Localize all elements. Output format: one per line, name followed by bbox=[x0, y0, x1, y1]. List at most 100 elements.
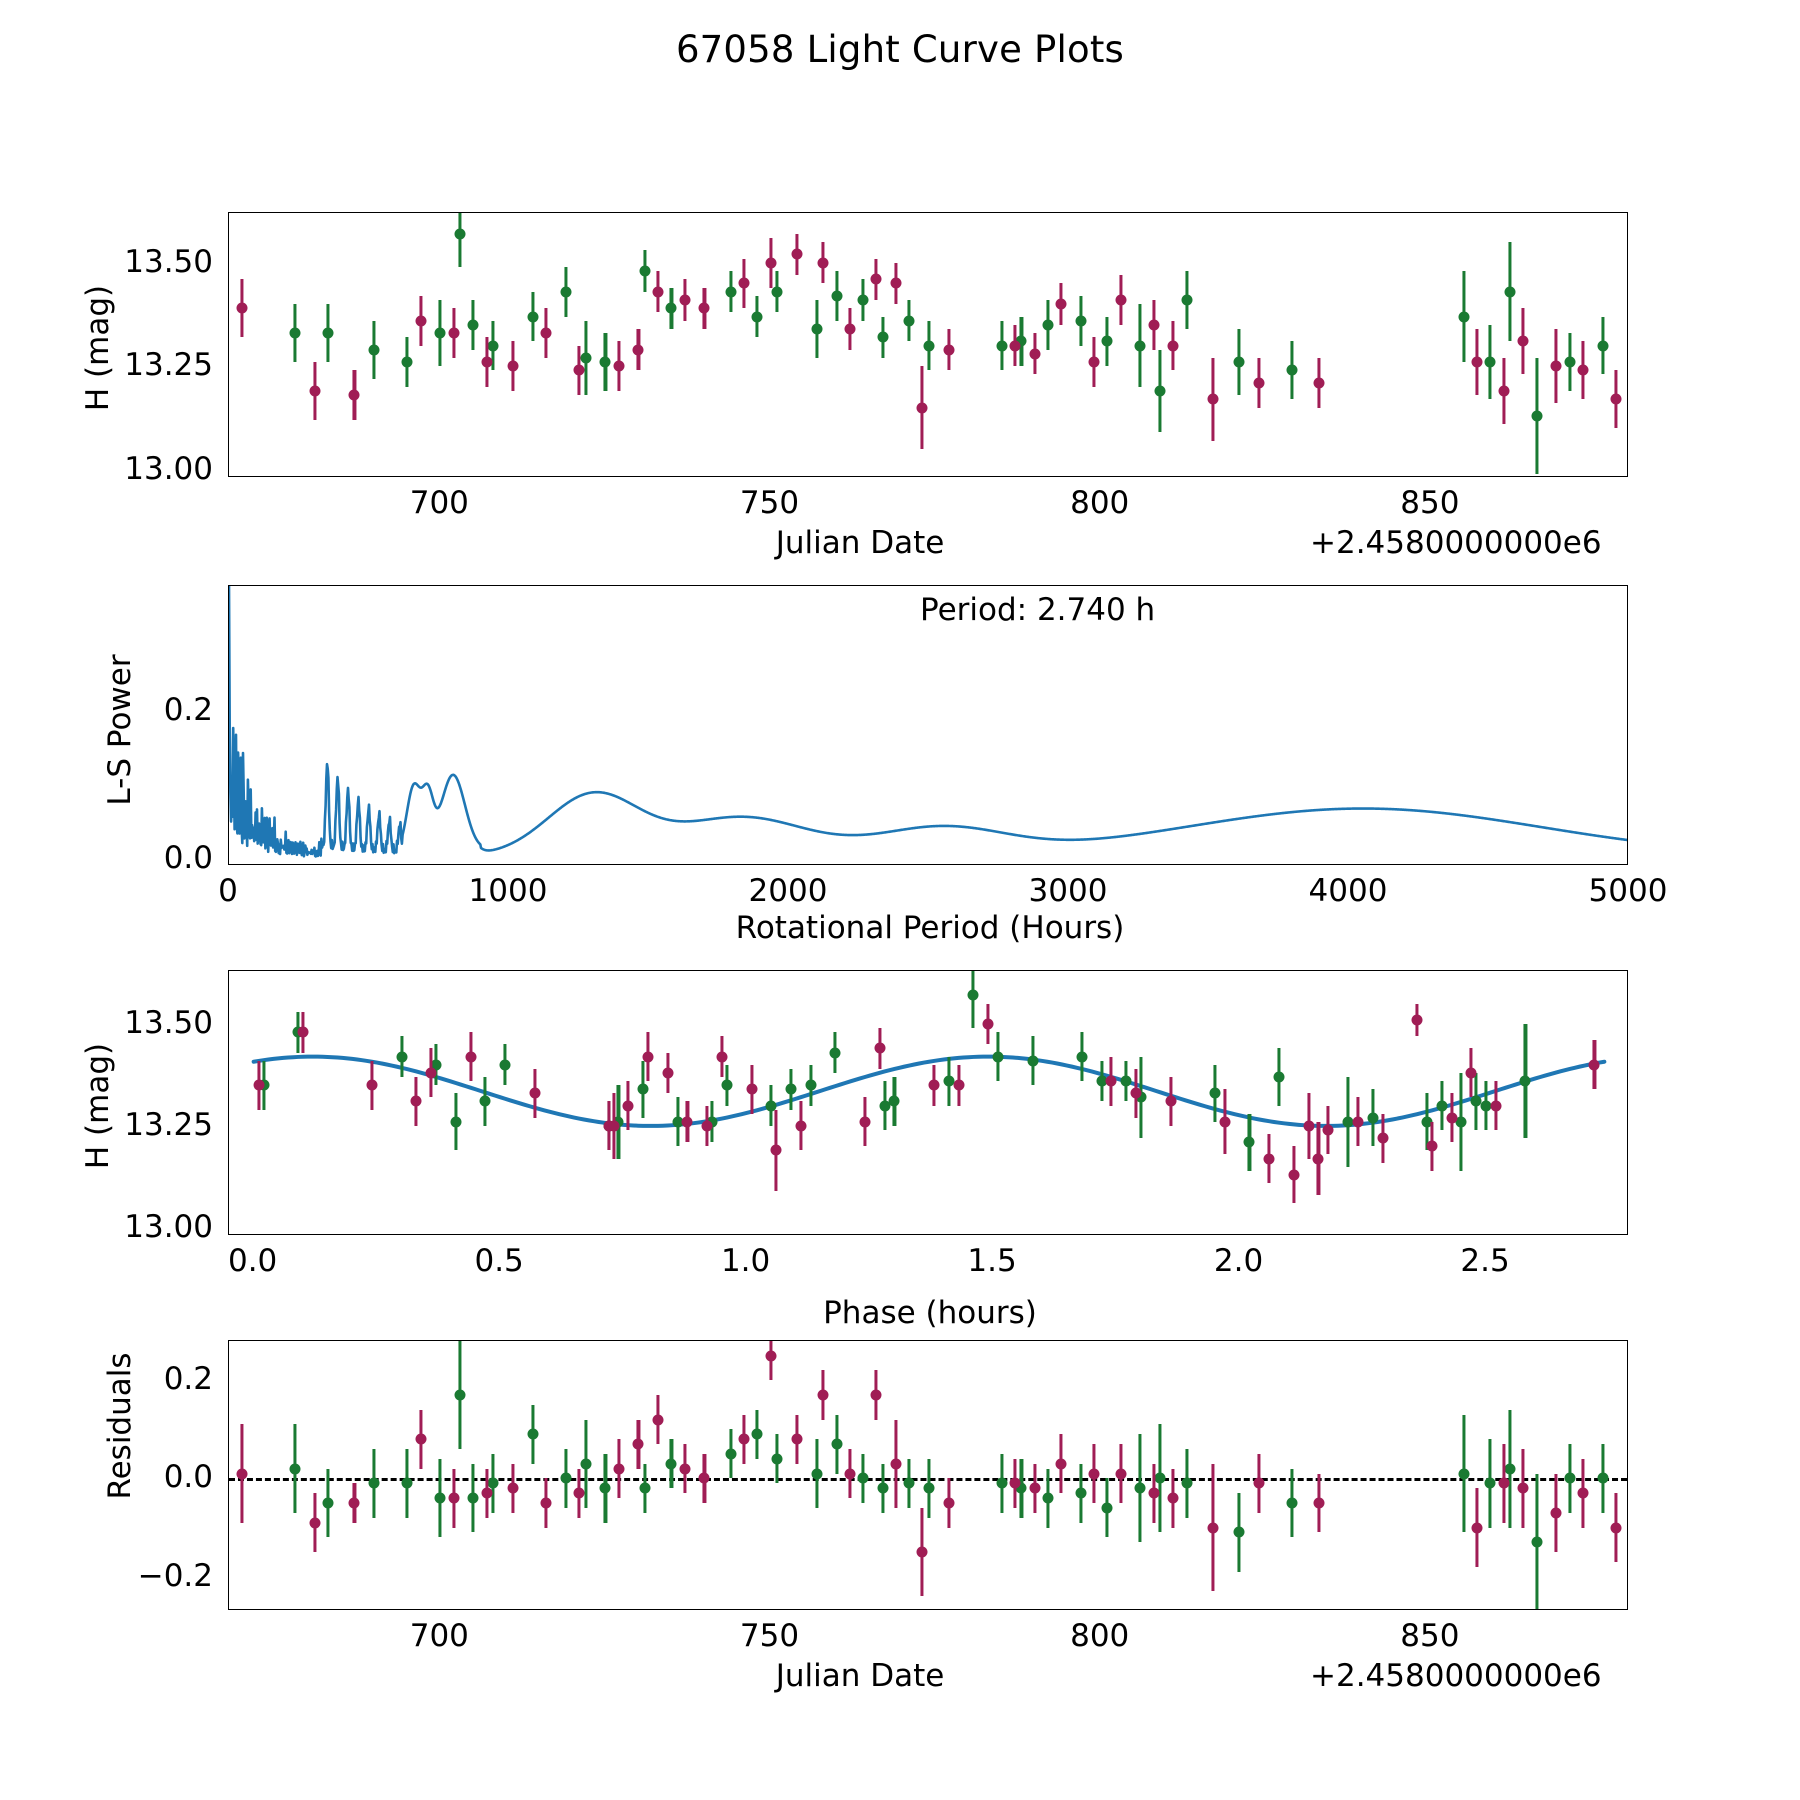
data-point bbox=[672, 1116, 684, 1128]
data-point bbox=[1288, 1169, 1300, 1181]
data-point bbox=[297, 1026, 309, 1038]
data-point bbox=[1105, 1075, 1117, 1087]
data-point bbox=[857, 1472, 869, 1484]
data-point bbox=[454, 1389, 466, 1401]
light-curve-x-offset: +2.4580000000e6 bbox=[1310, 525, 1602, 561]
data-point bbox=[943, 344, 955, 356]
data-point bbox=[1411, 1014, 1423, 1026]
data-point bbox=[1096, 1075, 1108, 1087]
data-point bbox=[642, 1051, 654, 1063]
y-tick-mark bbox=[228, 262, 229, 264]
periodogram-line bbox=[229, 586, 1627, 858]
data-point bbox=[454, 228, 466, 240]
data-point bbox=[765, 1350, 776, 1362]
data-point bbox=[1610, 393, 1622, 405]
data-point bbox=[1042, 319, 1054, 331]
data-point bbox=[289, 327, 301, 339]
data-point bbox=[613, 1463, 625, 1475]
data-point bbox=[527, 1428, 539, 1440]
data-point bbox=[637, 1083, 649, 1095]
data-point bbox=[348, 389, 360, 401]
data-point bbox=[811, 1468, 823, 1480]
data-point bbox=[1253, 1477, 1265, 1489]
data-point bbox=[890, 1458, 902, 1470]
data-point bbox=[725, 286, 737, 298]
light-curve-axes bbox=[228, 212, 1628, 477]
data-point bbox=[879, 1100, 891, 1112]
data-point bbox=[1504, 1463, 1516, 1475]
y-tick-mark bbox=[228, 1576, 229, 1578]
data-point bbox=[874, 1042, 886, 1054]
data-point bbox=[540, 1497, 552, 1509]
data-point bbox=[1027, 1055, 1039, 1067]
data-point bbox=[817, 257, 829, 269]
data-point bbox=[1009, 340, 1021, 351]
data-point bbox=[322, 1497, 334, 1509]
data-point bbox=[1480, 1100, 1492, 1112]
data-point bbox=[1517, 335, 1529, 347]
data-point bbox=[1075, 315, 1087, 327]
y-tick-label: 13.00 bbox=[124, 1208, 213, 1245]
data-point bbox=[1286, 1497, 1298, 1509]
x-tick-label: 5000 bbox=[1588, 873, 1668, 909]
light-curve-xlabel: Julian Date bbox=[775, 525, 945, 561]
data-point bbox=[817, 1389, 829, 1401]
data-point bbox=[465, 1051, 477, 1063]
data-point bbox=[751, 1428, 763, 1440]
data-point bbox=[481, 1487, 493, 1499]
data-point bbox=[1042, 1492, 1054, 1504]
data-point bbox=[665, 302, 677, 314]
data-point bbox=[746, 1083, 758, 1095]
data-point bbox=[829, 1047, 841, 1059]
data-point bbox=[1273, 1071, 1285, 1083]
data-point bbox=[665, 1458, 677, 1470]
data-point bbox=[499, 1059, 511, 1071]
data-point bbox=[527, 311, 539, 323]
data-point bbox=[529, 1087, 541, 1099]
data-point bbox=[434, 327, 446, 339]
data-point bbox=[1455, 1116, 1467, 1128]
data-point bbox=[580, 1458, 592, 1470]
data-point bbox=[1219, 1116, 1231, 1128]
data-point bbox=[662, 1067, 674, 1079]
data-point bbox=[844, 1468, 856, 1480]
data-point bbox=[322, 327, 334, 339]
data-point bbox=[481, 356, 493, 368]
data-point bbox=[1243, 1136, 1255, 1148]
data-point bbox=[1148, 1487, 1160, 1499]
x-tick-label: 0.0 bbox=[227, 1243, 278, 1279]
data-point bbox=[507, 1482, 519, 1494]
data-point bbox=[1088, 1468, 1100, 1480]
data-point bbox=[1471, 1522, 1483, 1534]
phase-axes bbox=[228, 970, 1628, 1235]
x-tick-label: 850 bbox=[1400, 1618, 1460, 1654]
data-point bbox=[1597, 1472, 1609, 1484]
data-point bbox=[1209, 1087, 1221, 1099]
data-point bbox=[1352, 1116, 1364, 1128]
data-point bbox=[903, 315, 915, 327]
data-point bbox=[1303, 1120, 1315, 1132]
data-point bbox=[916, 1546, 928, 1558]
data-point bbox=[877, 1482, 889, 1494]
data-point bbox=[765, 257, 776, 269]
data-point bbox=[943, 1497, 955, 1509]
data-point bbox=[698, 302, 710, 314]
data-point bbox=[366, 1079, 378, 1091]
data-point bbox=[1313, 1497, 1325, 1509]
data-point bbox=[805, 1079, 817, 1091]
data-point bbox=[681, 1116, 693, 1128]
data-point bbox=[1165, 1095, 1177, 1107]
data-point bbox=[1342, 1116, 1354, 1128]
data-point bbox=[857, 294, 869, 306]
data-point bbox=[573, 1487, 585, 1499]
data-point bbox=[1564, 356, 1576, 368]
data-point bbox=[1458, 1468, 1470, 1480]
data-point bbox=[652, 286, 664, 298]
data-point bbox=[716, 1051, 728, 1063]
data-point bbox=[1517, 1482, 1529, 1494]
x-tick-label: 0.5 bbox=[474, 1243, 524, 1279]
data-point bbox=[410, 1095, 422, 1107]
data-point bbox=[1377, 1132, 1389, 1144]
data-point bbox=[467, 319, 479, 331]
data-point bbox=[639, 265, 651, 277]
